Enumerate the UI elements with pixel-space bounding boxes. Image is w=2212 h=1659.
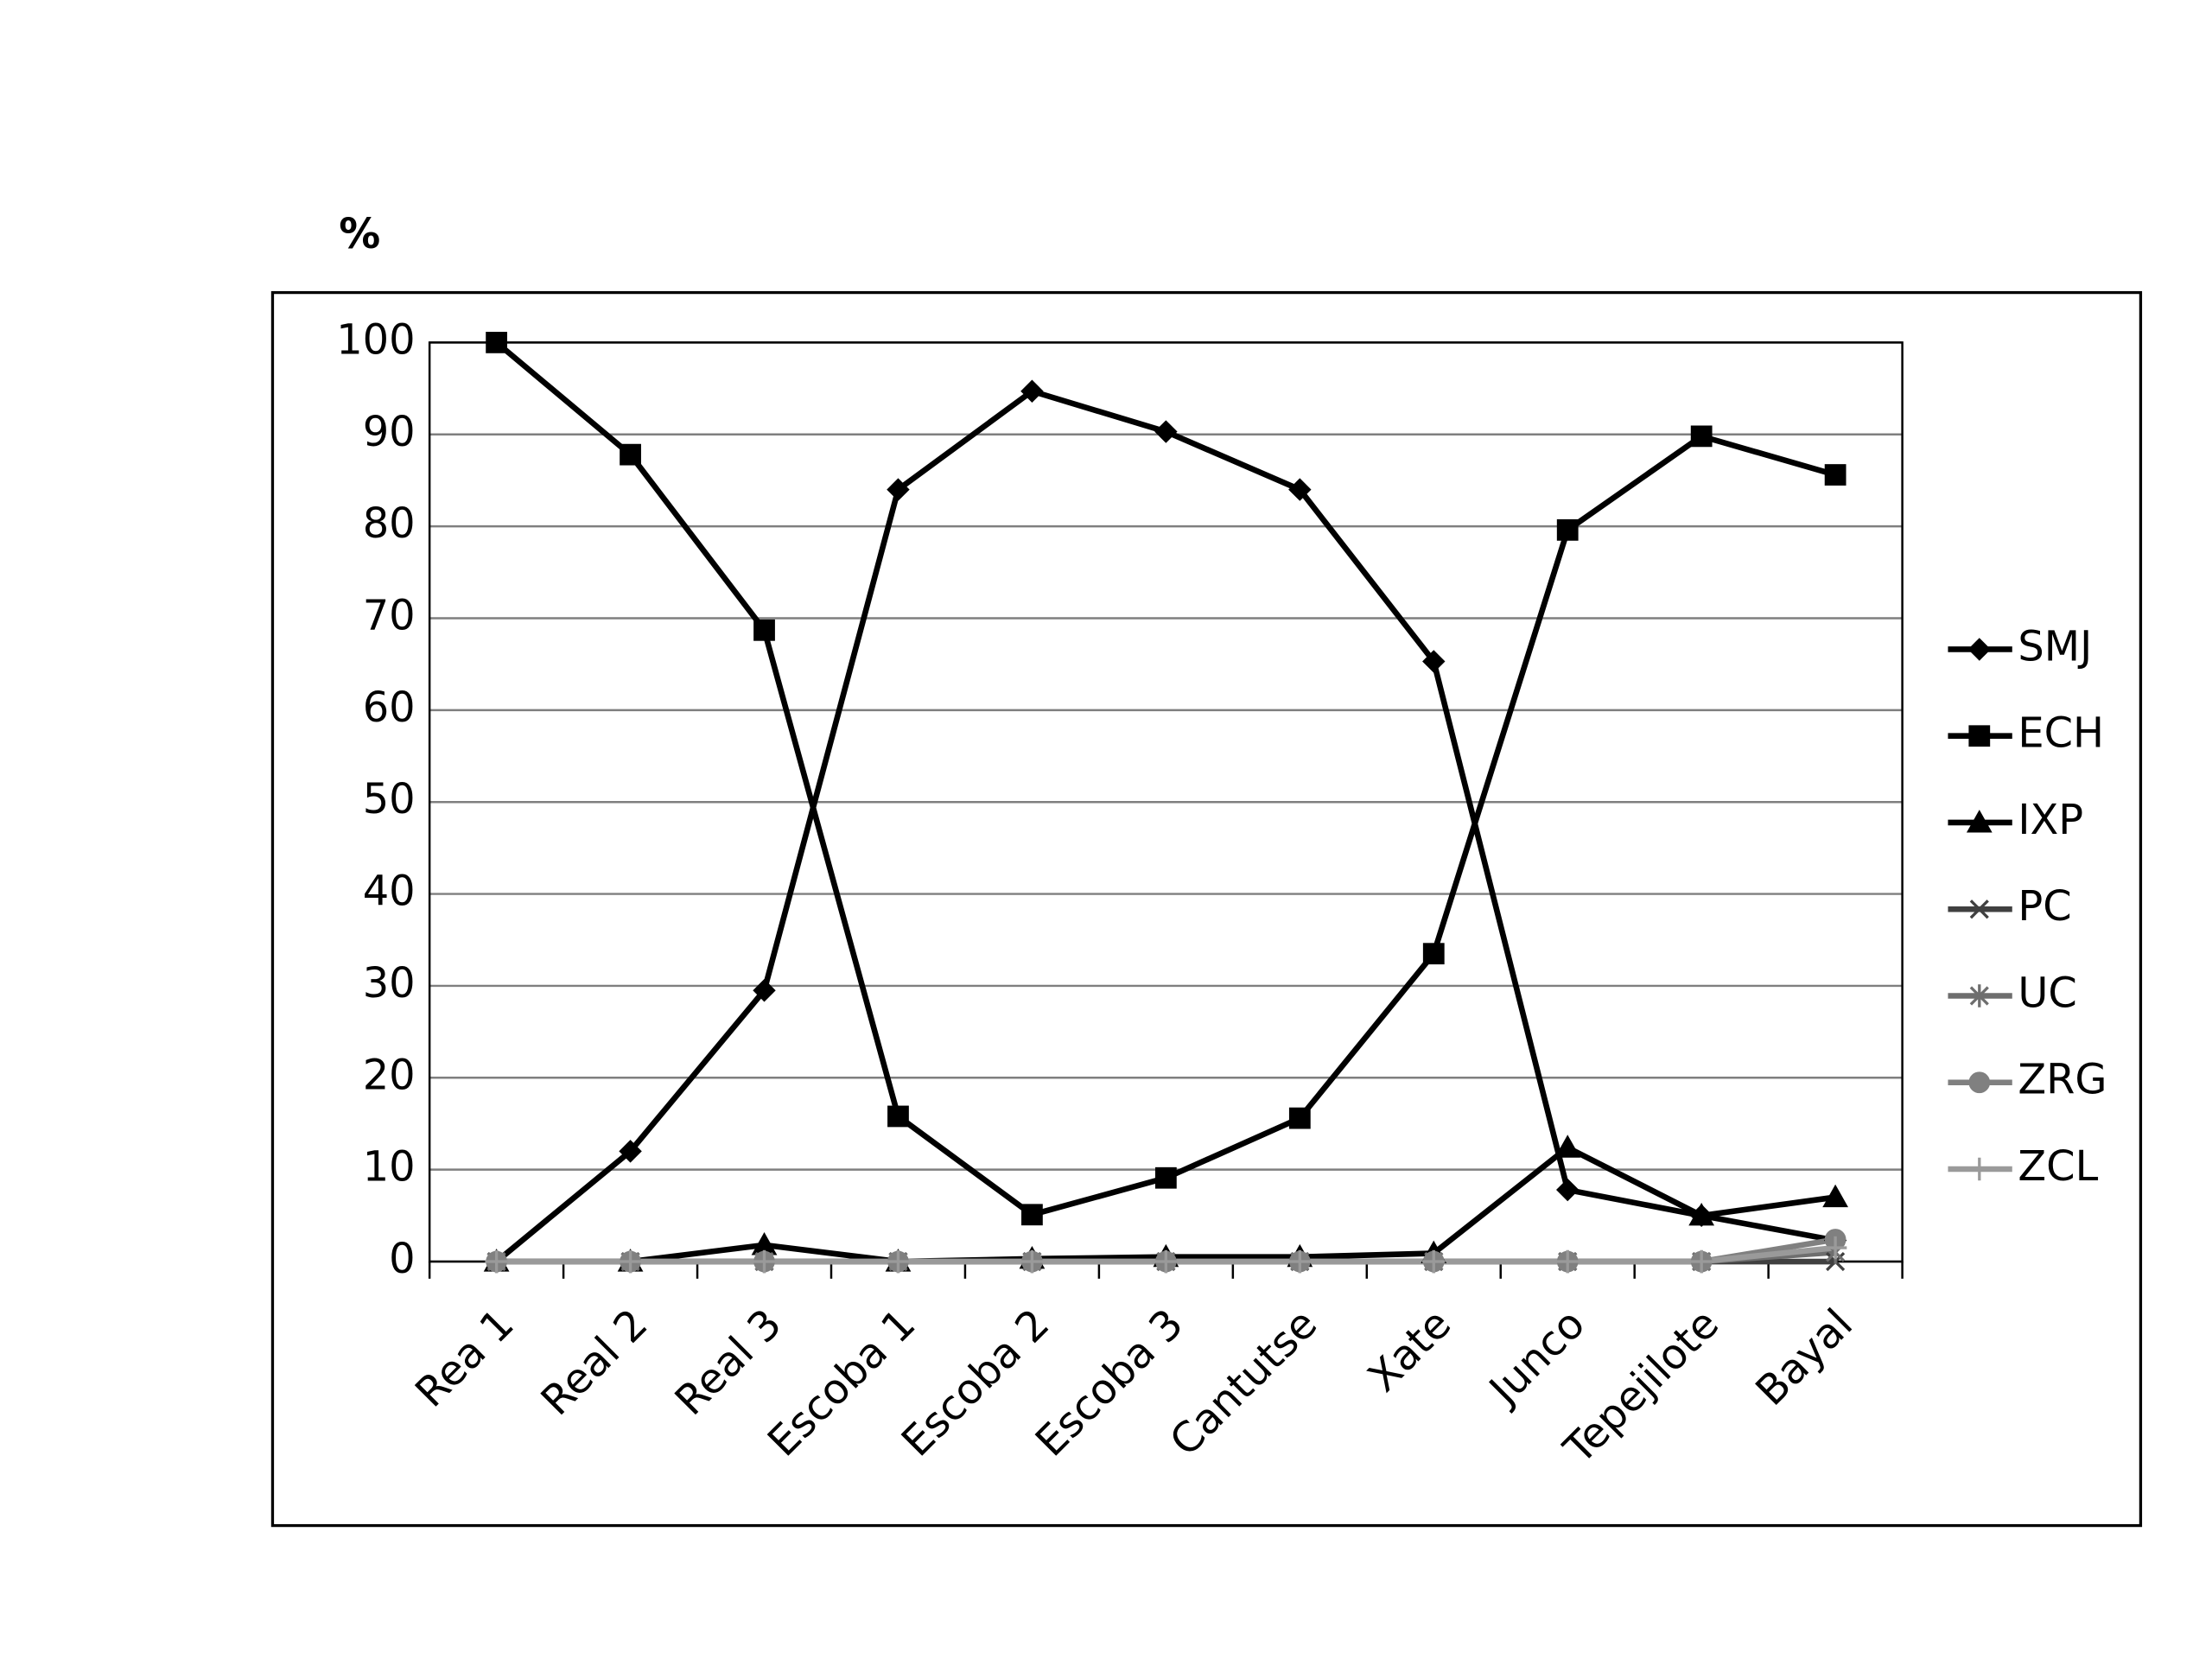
marker <box>619 1140 642 1163</box>
y-tick-label: 100 <box>336 316 415 364</box>
marker <box>1556 1178 1580 1202</box>
marker <box>1822 1184 1848 1208</box>
legend-label: UC <box>2018 969 2076 1017</box>
marker <box>1690 425 1713 448</box>
legend-label: ZRG <box>2018 1057 2107 1104</box>
marker <box>1422 1249 1446 1274</box>
marker <box>1689 1249 1713 1274</box>
chart-frame <box>270 290 2143 1528</box>
legend-label: SMJ <box>2018 623 2092 671</box>
marker <box>1824 464 1847 486</box>
marker <box>1823 1236 1847 1260</box>
marker <box>751 1232 778 1255</box>
marker <box>1021 1204 1043 1226</box>
marker <box>1969 984 1989 1007</box>
y-tick-label: 70 <box>363 592 416 639</box>
y-tick-label: 50 <box>363 776 416 823</box>
marker <box>486 332 507 353</box>
marker <box>1554 1135 1581 1158</box>
legend-label: IXP <box>2018 797 2083 844</box>
marker <box>1968 1071 1991 1094</box>
marker <box>1288 1107 1311 1129</box>
y-tick-label: 60 <box>363 684 416 732</box>
marker <box>1966 810 1993 833</box>
y-tick-label: 40 <box>363 868 416 916</box>
y-tick-label: 80 <box>363 500 416 548</box>
y-tick-label: 0 <box>389 1236 415 1283</box>
marker <box>1422 943 1445 965</box>
marker <box>1556 518 1579 541</box>
y-tick-label: 30 <box>363 960 416 1007</box>
y-tick-label: 10 <box>363 1144 416 1192</box>
marker <box>1154 1249 1178 1274</box>
marker <box>753 619 775 641</box>
marker <box>1688 1202 1715 1226</box>
legend-label: ECH <box>2018 710 2104 758</box>
marker <box>485 1249 508 1274</box>
y-axis-label: % <box>339 211 380 258</box>
marker <box>620 443 641 466</box>
y-tick-label: 20 <box>363 1052 416 1099</box>
legend-label: ZCL <box>2018 1143 2098 1191</box>
marker <box>1154 1166 1177 1189</box>
legend-label: PC <box>2018 883 2071 931</box>
marker <box>887 1105 909 1128</box>
marker <box>887 1249 910 1274</box>
marker <box>1288 1249 1312 1274</box>
marker <box>1556 1249 1580 1274</box>
marker <box>1969 899 1989 919</box>
marker <box>619 1249 642 1274</box>
marker <box>753 979 776 1002</box>
marker <box>1968 725 1991 747</box>
marker <box>1967 1157 1991 1181</box>
y-tick-label: 90 <box>363 409 416 456</box>
marker <box>753 1249 776 1274</box>
marker <box>1967 638 1991 661</box>
marker <box>1020 1249 1044 1274</box>
